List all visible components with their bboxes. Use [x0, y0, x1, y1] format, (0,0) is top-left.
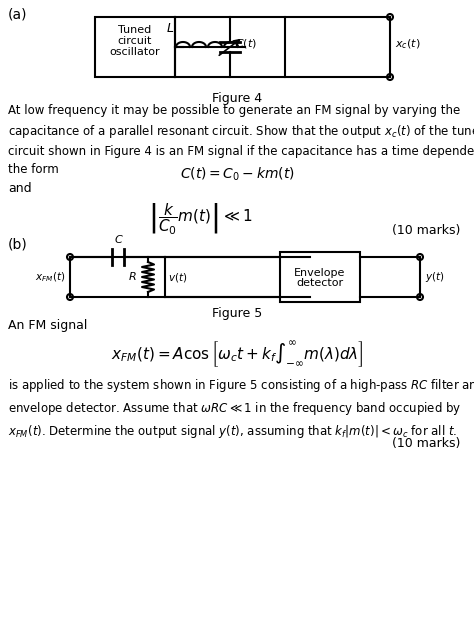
Text: detector: detector [296, 278, 344, 288]
Text: circuit: circuit [118, 36, 152, 46]
Text: Tuned: Tuned [118, 25, 152, 35]
Text: Figure 5: Figure 5 [212, 307, 262, 320]
Text: $C(t) = C_0 - km(t)$: $C(t) = C_0 - km(t)$ [180, 166, 294, 183]
Text: $x_{FM}(t)$: $x_{FM}(t)$ [35, 270, 65, 284]
Text: oscillator: oscillator [109, 47, 160, 57]
Text: $\left|\dfrac{k}{C_0}m(t)\right| \ll 1$: $\left|\dfrac{k}{C_0}m(t)\right| \ll 1$ [147, 202, 253, 238]
Bar [280, 252, 360, 302]
Text: (b): (b) [8, 237, 28, 251]
Text: At low frequency it may be possible to generate an FM signal by varying the
capa: At low frequency it may be possible to g… [8, 104, 474, 176]
Text: (10 marks): (10 marks) [392, 437, 460, 450]
Text: $x_c(t)$: $x_c(t)$ [395, 37, 420, 51]
Text: (a): (a) [8, 7, 27, 21]
Text: R: R [128, 272, 136, 282]
Text: $v(t)$: $v(t)$ [168, 270, 187, 284]
Text: $x_{FM}(t) = A\cos\left[\omega_c t + k_f \int_{-\infty}^{\infty} m(\lambda)d\lam: $x_{FM}(t) = A\cos\left[\omega_c t + k_f… [110, 340, 364, 371]
Text: and: and [8, 182, 32, 195]
Text: Figure 4: Figure 4 [212, 92, 262, 105]
Text: is applied to the system shown in Figure 5 consisting of a high-pass $RC$ filter: is applied to the system shown in Figure… [8, 377, 474, 440]
Text: C: C [114, 235, 122, 245]
Text: (10 marks): (10 marks) [392, 224, 460, 237]
Text: $C(t)$: $C(t)$ [235, 37, 257, 51]
Text: An FM signal: An FM signal [8, 319, 87, 332]
Text: $y(t)$: $y(t)$ [425, 270, 445, 284]
Text: Envelope: Envelope [294, 268, 346, 278]
Text: L: L [166, 22, 173, 35]
Bar [95, 17, 175, 77]
